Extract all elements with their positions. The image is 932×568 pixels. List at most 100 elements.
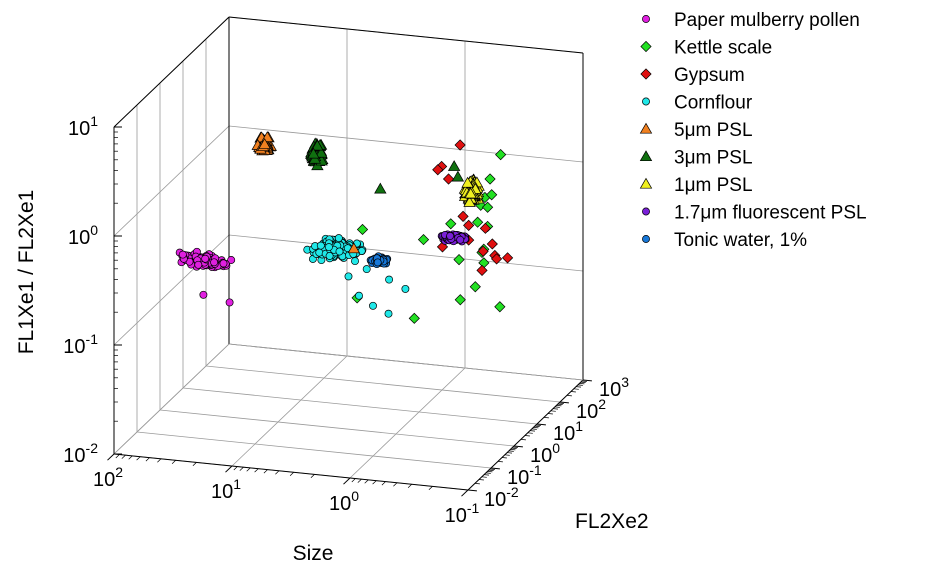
z-tick-label-base: 10 bbox=[63, 445, 85, 467]
y-tick bbox=[554, 406, 560, 408]
y-tick bbox=[512, 446, 518, 448]
series-2-point bbox=[436, 241, 449, 253]
series-0-point bbox=[219, 259, 228, 268]
series-3-point bbox=[355, 291, 363, 300]
wall-grid-line bbox=[228, 125, 584, 163]
series-2-point bbox=[477, 245, 489, 257]
series-5-point bbox=[451, 170, 465, 182]
floor-grid-line bbox=[136, 431, 492, 469]
z-tick-label-exponent: 0 bbox=[90, 222, 98, 238]
x-tick bbox=[157, 458, 162, 463]
y-tick bbox=[489, 468, 495, 470]
y-tick-label: 10-1 bbox=[507, 462, 542, 489]
x-tick-label: 101 bbox=[211, 476, 241, 503]
series-2-point bbox=[490, 253, 503, 265]
legend-label: Gypsum bbox=[674, 65, 745, 86]
series-2-point bbox=[476, 264, 488, 277]
legend-item: 1μm PSL bbox=[639, 175, 753, 196]
legend-marker bbox=[642, 207, 650, 216]
x-tick bbox=[343, 477, 351, 485]
legend-marker bbox=[642, 235, 650, 243]
series-2-point bbox=[432, 164, 444, 176]
series-1-point bbox=[356, 223, 369, 236]
series-5-point bbox=[447, 160, 461, 171]
y-tick bbox=[543, 417, 549, 419]
series-0-point bbox=[178, 250, 187, 259]
series-1-point bbox=[454, 294, 466, 306]
series-4-point bbox=[347, 242, 361, 254]
y-tick-label: 102 bbox=[576, 396, 606, 423]
x-tick bbox=[225, 465, 233, 473]
y-tick bbox=[484, 474, 490, 476]
series-3-point bbox=[325, 252, 334, 260]
y-tick bbox=[553, 408, 559, 410]
series-1-point bbox=[408, 312, 420, 324]
legend-marker bbox=[639, 150, 653, 162]
x-tick bbox=[393, 482, 398, 487]
legend-marker bbox=[640, 40, 652, 53]
wall-grid-line bbox=[113, 343, 230, 455]
legend-item: 3μm PSL bbox=[639, 148, 753, 169]
legend-label: 3μm PSL bbox=[674, 148, 753, 169]
legend-item: Kettle scale bbox=[640, 38, 772, 59]
z-tick-label-exponent: -1 bbox=[86, 331, 99, 347]
point-layer bbox=[175, 131, 514, 324]
legend-label: Paper mulberry pollen bbox=[674, 10, 860, 31]
z-tick-label-base: 10 bbox=[68, 227, 90, 249]
series-4-point bbox=[258, 138, 271, 149]
legend-label: Tonic water, 1% bbox=[674, 230, 807, 251]
series-8-point bbox=[373, 258, 382, 267]
legend-item: 5μm PSL bbox=[639, 120, 753, 141]
series-2-point bbox=[442, 173, 455, 185]
x-tick bbox=[351, 478, 356, 483]
y-tick bbox=[481, 476, 487, 478]
x-tick bbox=[254, 468, 259, 473]
y-tick bbox=[467, 489, 477, 492]
x-tick bbox=[357, 478, 362, 483]
y-tick bbox=[566, 395, 572, 397]
z-axis-title: FL1Xe1 / FL2Xe1 bbox=[15, 190, 38, 355]
y-tick bbox=[490, 467, 500, 470]
z-tick-label: 100 bbox=[68, 222, 98, 249]
y-tick bbox=[501, 457, 507, 459]
x-tick bbox=[128, 455, 133, 460]
y-tick-label-exponent: 1 bbox=[575, 418, 583, 434]
x-tick bbox=[107, 453, 115, 461]
floor-grid-line bbox=[205, 365, 561, 403]
y-tick-label-exponent: 2 bbox=[598, 396, 606, 412]
wall-grid-line bbox=[228, 234, 584, 272]
x-tick bbox=[428, 486, 433, 491]
y-tick-label: 101 bbox=[553, 418, 583, 445]
y-tick-label-base: 10 bbox=[553, 423, 575, 445]
series-1-point bbox=[478, 257, 490, 269]
legend-item: Tonic water, 1% bbox=[642, 230, 807, 251]
legend-item: Gypsum bbox=[640, 65, 745, 86]
x-tick bbox=[115, 454, 120, 459]
legend-marker bbox=[642, 97, 650, 106]
y-tick bbox=[504, 454, 510, 456]
y-tick-label-exponent: -1 bbox=[529, 462, 542, 478]
y-tick bbox=[556, 405, 562, 407]
series-3-point bbox=[316, 241, 325, 250]
y-tick-label-exponent: 0 bbox=[552, 440, 560, 456]
y-tick-label: 100 bbox=[530, 440, 560, 467]
series-1-point bbox=[495, 149, 507, 161]
legend: Paper mulberry pollen Kettle scale Gypsum C… bbox=[639, 10, 867, 251]
y-tick bbox=[497, 461, 503, 463]
series-1-point bbox=[445, 218, 457, 230]
x-tick bbox=[461, 489, 469, 497]
series-3-point bbox=[357, 247, 366, 255]
legend-label: 5μm PSL bbox=[674, 120, 753, 141]
y-tick bbox=[513, 445, 523, 448]
series-3-point bbox=[351, 257, 359, 266]
x-tick-label-exponent: 0 bbox=[351, 488, 359, 504]
y-tick bbox=[478, 479, 484, 481]
floor-grid-line bbox=[159, 409, 515, 447]
y-tick bbox=[535, 424, 541, 426]
series-0-point bbox=[227, 256, 236, 264]
y-tick bbox=[577, 384, 583, 386]
series-2-point bbox=[501, 252, 514, 264]
y-tick bbox=[580, 381, 586, 383]
